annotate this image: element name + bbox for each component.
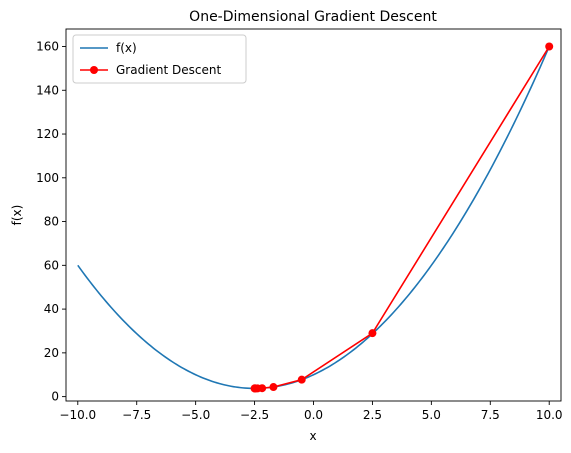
x-tick-label: −10.0 [59, 408, 96, 422]
gradient-descent-point [250, 384, 259, 393]
series-layer [77, 42, 554, 393]
x-axis-ticks: −10.0 −7.5 −5.0 −2.5 0.0 2.5 5.0 7.5 10.0 [59, 401, 563, 422]
legend-frame [72, 34, 247, 84]
gradient-descent-point [297, 375, 306, 384]
x-tick-label: −7.5 [122, 408, 151, 422]
y-tick-label: 0 [51, 390, 59, 404]
series-fx-line [77, 46, 550, 390]
chart-title: One-Dimensional Gradient Descent [189, 9, 437, 25]
series-gradient-descent-line [254, 46, 550, 390]
y-axis-label: f(x) [10, 205, 24, 226]
plot-area [77, 42, 554, 393]
y-tick-label: 100 [36, 171, 59, 185]
x-tick-label: −2.5 [240, 408, 269, 422]
y-tick-label: 60 [44, 258, 59, 272]
legend: f(x) Gradient Descent [72, 34, 247, 84]
x-tick-label: 2.5 [363, 408, 382, 422]
x-axis-label: x [309, 429, 316, 443]
y-axis-ticks: 0 20 40 60 80 100 120 140 160 [36, 40, 66, 404]
legend-marker-gd [90, 66, 98, 74]
x-tick-label: 0.0 [304, 408, 323, 422]
y-tick-label: 160 [36, 40, 59, 54]
y-tick-label: 80 [44, 215, 59, 229]
legend-label-fx: f(x) [116, 41, 137, 55]
legend-label-gd: Gradient Descent [116, 63, 222, 77]
x-tick-label: 5.0 [422, 408, 441, 422]
x-tick-label: 7.5 [481, 408, 500, 422]
gradient-descent-point [545, 42, 554, 51]
gradient-descent-point [269, 383, 278, 392]
y-tick-label: 140 [36, 83, 59, 97]
x-tick-label: 10.0 [536, 408, 563, 422]
y-tick-label: 40 [44, 302, 59, 316]
gradient-descent-point [368, 329, 377, 338]
x-tick-label: −5.0 [181, 408, 210, 422]
plot-frame [65, 28, 562, 402]
y-tick-label: 120 [36, 127, 59, 141]
y-tick-label: 20 [44, 346, 59, 360]
